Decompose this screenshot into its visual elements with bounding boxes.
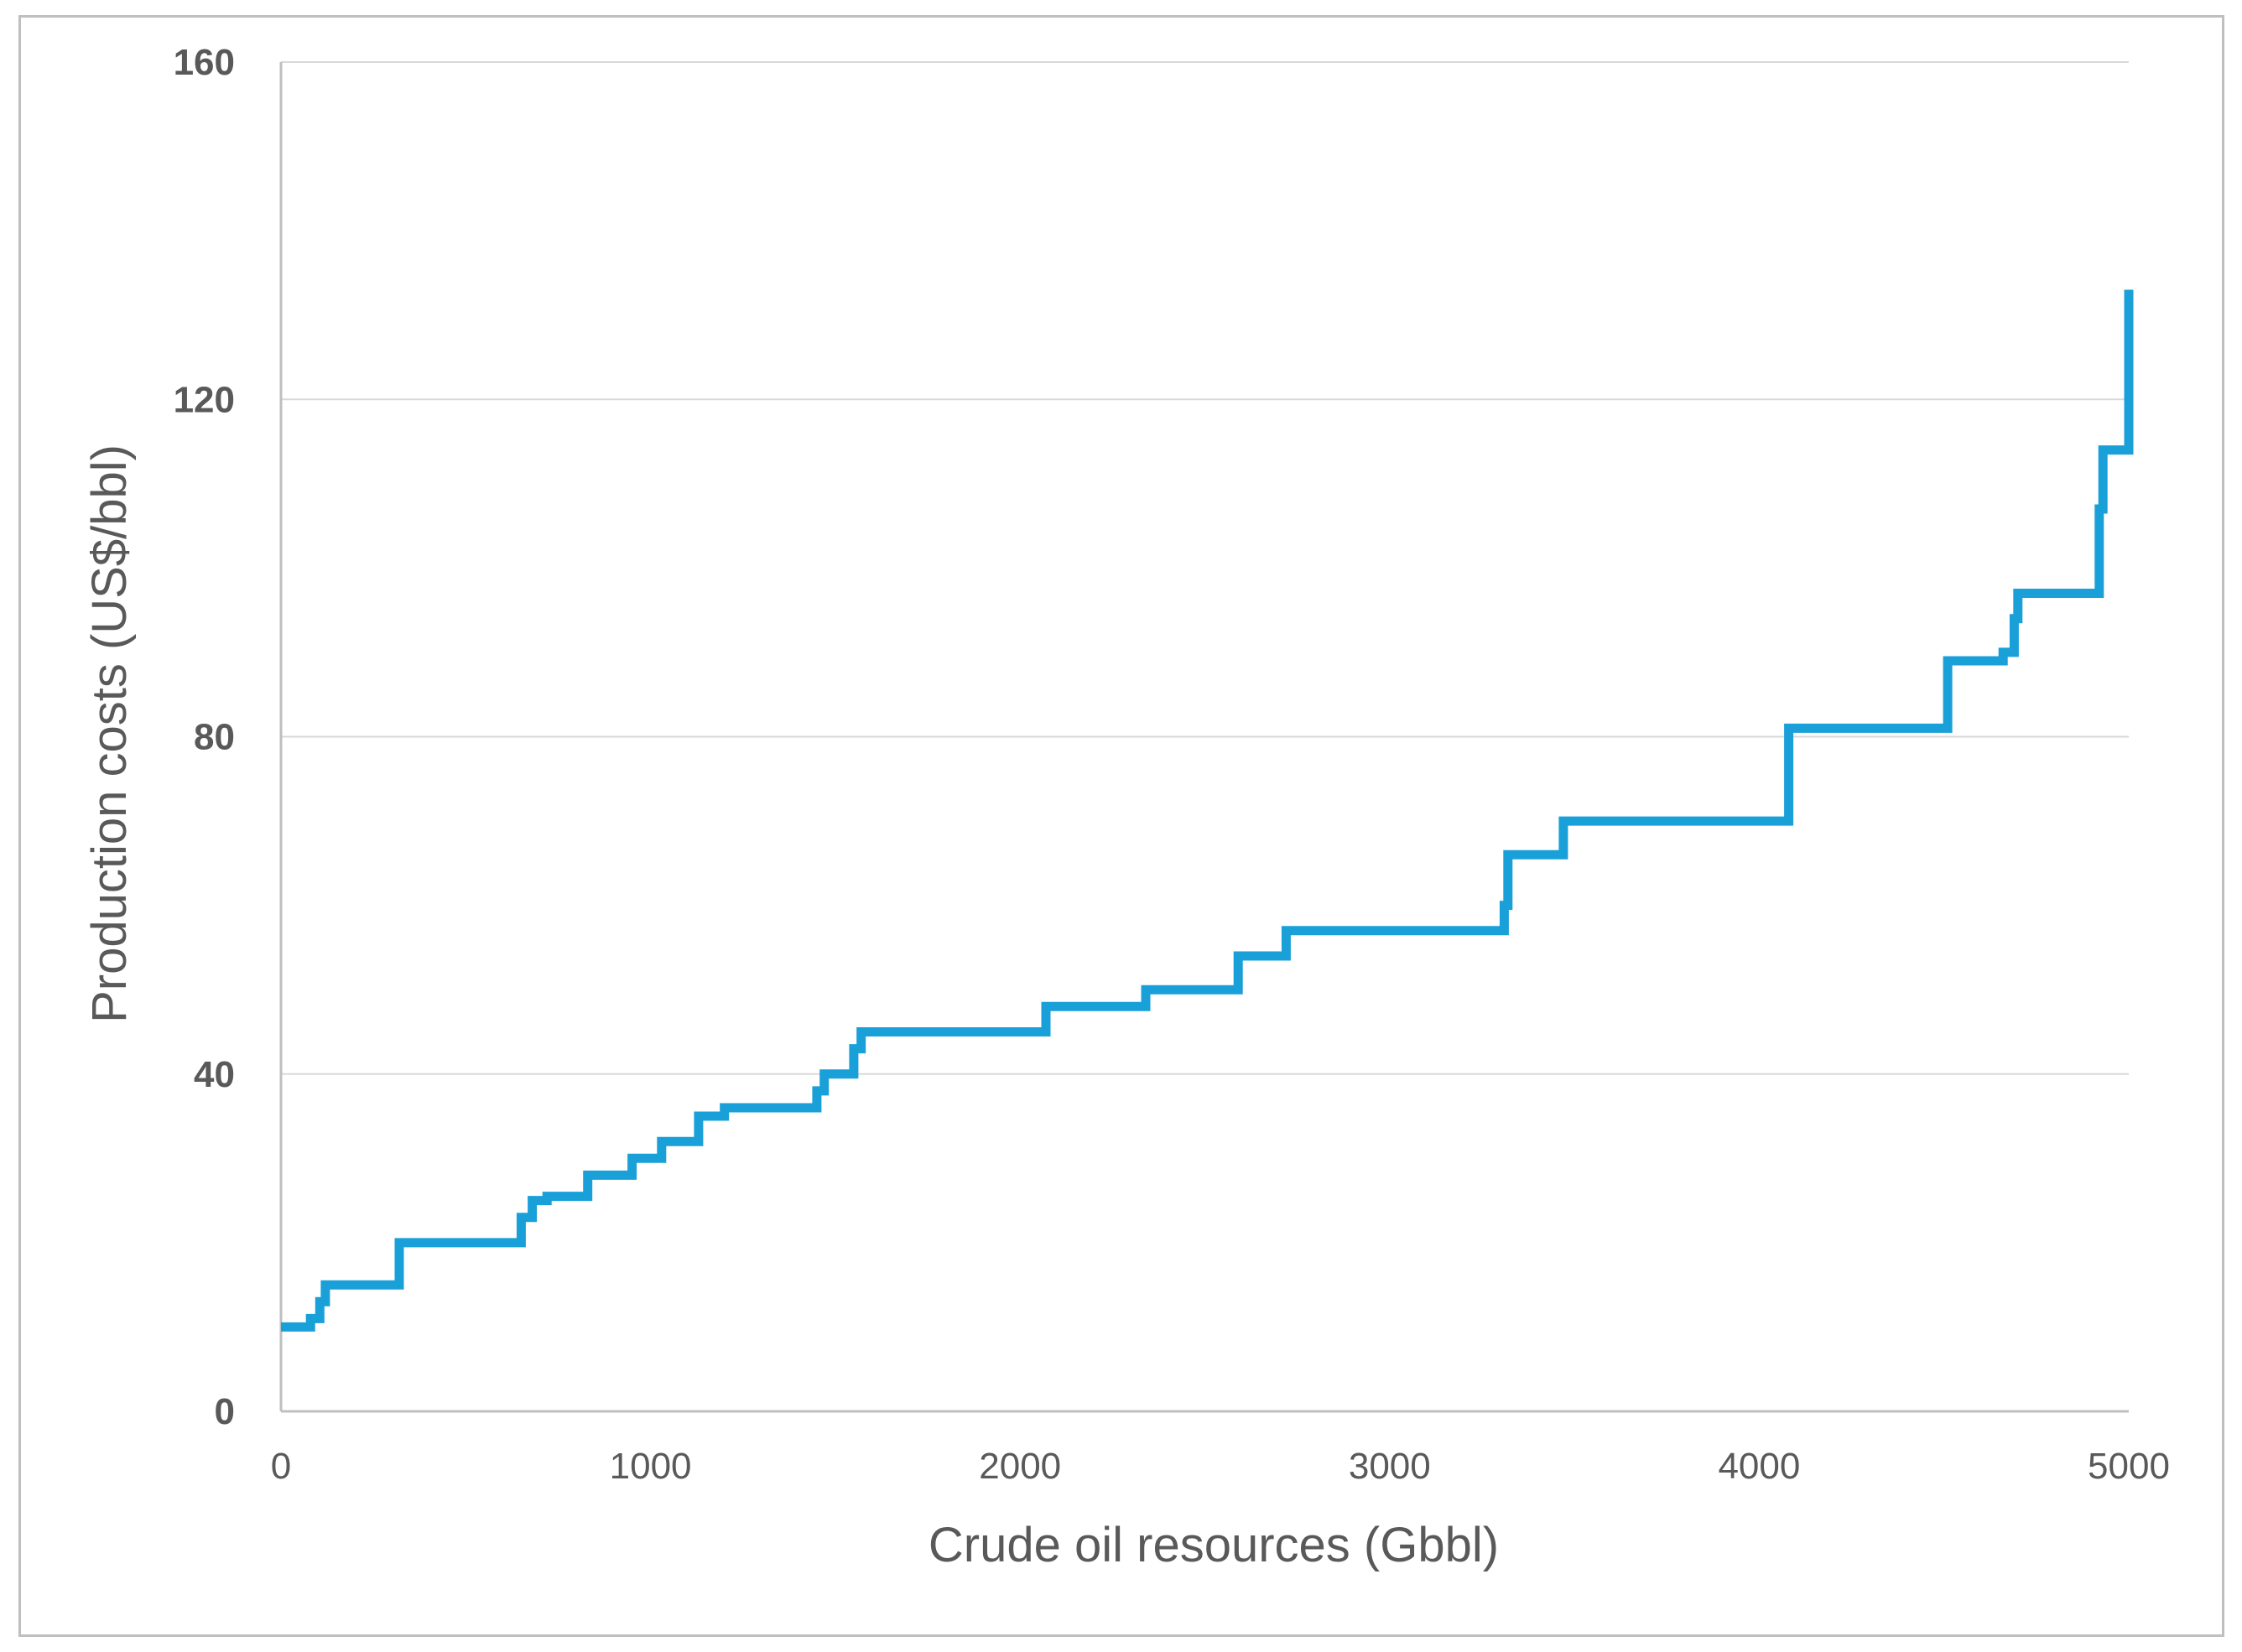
y-tick-label-80: 80 (194, 717, 235, 758)
x-tick-label-5000: 5000 (2088, 1446, 2170, 1487)
x-axis-title: Crude oil resources (Gbbl) (929, 1518, 1499, 1572)
y-tick-label-40: 40 (194, 1054, 235, 1095)
y-tick-label-0: 0 (215, 1391, 235, 1432)
y-tick-label-160: 160 (174, 42, 235, 83)
gridlines (281, 61, 2129, 1075)
x-tick-label-0: 0 (271, 1446, 291, 1487)
y-axis-title: Production costs (US$/bbl) (82, 444, 137, 1023)
axes (279, 62, 2129, 1413)
tick-labels: 0 40 80 120 160 0 1000 2000 3000 4000 5000 (174, 42, 2170, 1487)
series (281, 289, 2134, 1332)
x-tick-label-3000: 3000 (1349, 1446, 1431, 1487)
x-tick-label-2000: 2000 (979, 1446, 1061, 1487)
chart-frame (18, 15, 2224, 1637)
y-tick-label-120: 120 (174, 379, 235, 420)
x-tick-label-4000: 4000 (1718, 1446, 1800, 1487)
x-tick-label-1000: 1000 (610, 1446, 692, 1487)
series-line-0 (281, 289, 2134, 1332)
